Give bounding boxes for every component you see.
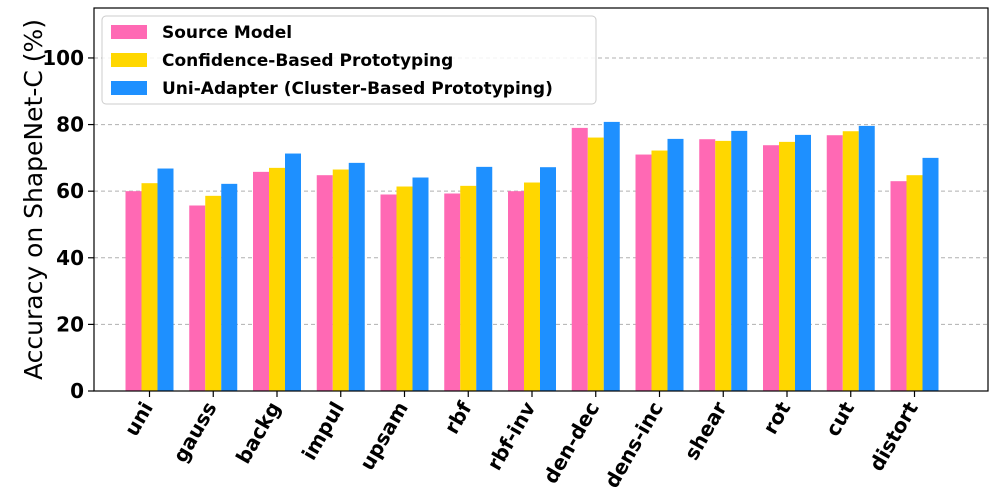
bar-rbf-inv-0	[508, 191, 524, 391]
bar-rbf-inv-2	[540, 167, 556, 391]
y-tick-label: 0	[70, 379, 84, 403]
x-tick-label: shear	[679, 397, 731, 464]
x-tick-label: upsam	[355, 398, 413, 475]
y-tick-label: 100	[42, 46, 84, 70]
bar-shear-0	[699, 139, 716, 391]
bar-cut-0	[826, 135, 843, 391]
y-axis-ticks: 0 20 40 60 80 100	[42, 46, 94, 403]
bar-uni-2	[157, 168, 174, 391]
x-tick-label: distort	[864, 397, 923, 475]
bar-gauss-1	[205, 195, 222, 391]
bar-uni-1	[141, 183, 158, 391]
bar-cut-2	[858, 125, 875, 391]
x-tick-label: rbf	[439, 397, 476, 438]
y-axis-label: Accuracy on ShapeNet-C (%)	[19, 19, 48, 380]
bar-cut-1	[842, 131, 859, 392]
x-tick-label: cut	[820, 397, 859, 440]
x-tick-label: den-dec	[538, 398, 604, 488]
x-tick-label: uni	[119, 398, 157, 441]
bar-distort-2	[922, 157, 939, 391]
bar-distort-0	[890, 181, 907, 391]
x-tick-label: rbf-inv	[482, 398, 540, 475]
bar-impul-2	[348, 162, 365, 391]
bar-backg-2	[285, 153, 301, 391]
bar-distort-1	[906, 175, 923, 391]
bar-dens-inc-0	[635, 154, 652, 391]
x-tick-label: dens-inc	[599, 398, 667, 493]
bar-dens-inc-2	[667, 138, 684, 391]
x-tick-label: impul	[297, 398, 349, 465]
legend-label-0: Source Model	[162, 23, 292, 43]
legend-label-2: Uni-Adapter (Cluster-Based Prototyping)	[162, 79, 553, 99]
bars	[125, 121, 939, 392]
bar-rbf-inv-1	[524, 182, 540, 391]
bar-den-dec-2	[603, 121, 620, 391]
bar-gauss-0	[189, 205, 206, 391]
bar-uni-0	[125, 191, 142, 391]
bar-upsam-0	[380, 194, 397, 391]
bar-shear-1	[715, 140, 732, 391]
legend-frame	[101, 15, 597, 105]
y-tick-label: 60	[56, 179, 84, 203]
bar-rot-2	[795, 134, 811, 391]
bar-upsam-1	[396, 186, 413, 391]
bar-impul-0	[316, 175, 333, 391]
x-tick-label: rot	[758, 397, 796, 438]
x-tick-label: gauss	[168, 398, 222, 467]
legend: Source Model Confidence-Based Prototyping…	[101, 15, 597, 105]
bar-den-dec-1	[587, 137, 604, 391]
bar-rbf-2	[476, 166, 493, 391]
legend-swatch-0	[111, 25, 147, 39]
plot-frame	[93, 7, 989, 392]
legend-label-1: Confidence-Based Prototyping	[162, 51, 453, 71]
bar-impul-1	[332, 169, 349, 391]
bar-rbf-0	[444, 193, 461, 391]
x-tick-label: backg	[231, 398, 285, 468]
legend-swatch-2	[111, 81, 147, 95]
x-axis-ticks: uni gauss backg impul upsam rbf rbf-invden-dec…	[119, 391, 923, 492]
bar-shear-2	[731, 130, 748, 391]
bar-rot-0	[763, 145, 779, 391]
legend-swatch-1	[111, 53, 147, 67]
bar-den-dec-0	[571, 127, 588, 391]
bar-gauss-2	[221, 183, 238, 391]
y-tick-label: 20	[56, 312, 84, 336]
bar-backg-0	[253, 171, 269, 391]
bar-dens-inc-1	[651, 150, 668, 391]
bar-rot-1	[779, 141, 795, 391]
bar-upsam-2	[412, 177, 429, 391]
y-tick-label: 80	[56, 113, 84, 137]
bar-backg-1	[269, 167, 285, 391]
y-tick-label: 40	[56, 246, 84, 270]
bar-rbf-1	[460, 185, 477, 391]
